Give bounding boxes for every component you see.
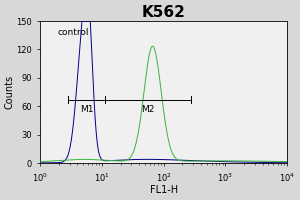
Y-axis label: Counts: Counts bbox=[5, 75, 15, 109]
X-axis label: FL1-H: FL1-H bbox=[150, 185, 178, 195]
Text: M1: M1 bbox=[80, 105, 93, 114]
Text: M2: M2 bbox=[142, 105, 155, 114]
Text: control: control bbox=[58, 28, 89, 37]
Title: K562: K562 bbox=[142, 5, 186, 20]
